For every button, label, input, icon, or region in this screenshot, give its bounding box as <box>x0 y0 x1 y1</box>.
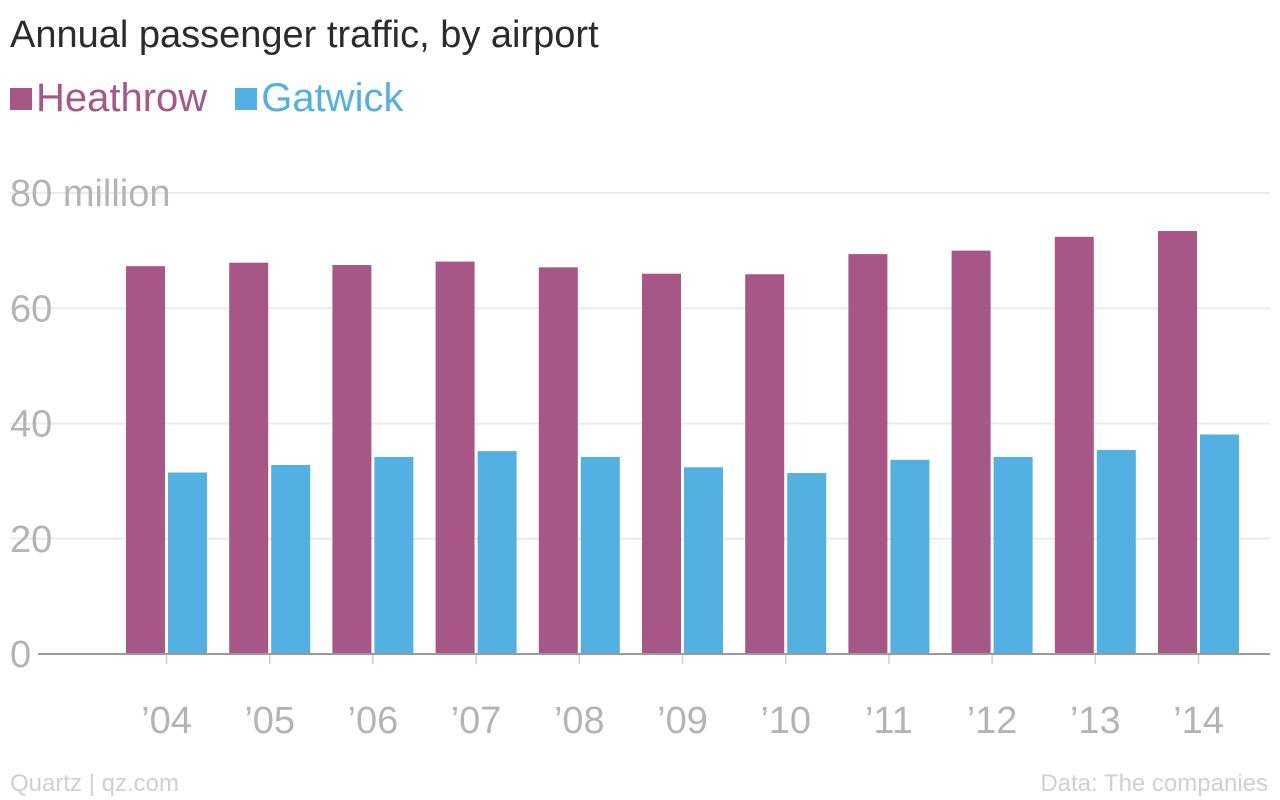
bar-heathrow-3 <box>435 261 475 654</box>
bar-heathrow-1 <box>229 262 269 654</box>
bar-gatwick-1 <box>271 464 311 654</box>
bar-gatwick-9 <box>1096 450 1136 654</box>
y-tick-label: 0 <box>10 634 31 676</box>
legend-label-heathrow: Heathrow <box>36 76 208 120</box>
y-tick-label: 20 <box>10 519 52 561</box>
legend-swatch-gatwick <box>235 87 258 110</box>
bar-gatwick-3 <box>477 451 517 654</box>
bar-gatwick-5 <box>684 467 723 654</box>
x-tick-label: ’11 <box>865 700 913 742</box>
x-tick-label: ’10 <box>760 700 811 742</box>
x-tick-label: ’14 <box>1173 700 1224 742</box>
x-tick-label: ’07 <box>451 700 502 742</box>
data-source: Data: The companies <box>1040 770 1268 797</box>
x-tick-label: ’09 <box>657 700 708 742</box>
x-tick-label: ’12 <box>967 700 1018 742</box>
chart-title: Annual passenger traffic, by airport <box>10 14 599 56</box>
bar-gatwick-7 <box>890 459 930 654</box>
x-tick-label: ’04 <box>141 700 192 742</box>
bar-gatwick-2 <box>374 456 414 654</box>
x-tick-label: ’08 <box>554 700 605 742</box>
bar-heathrow-2 <box>332 265 372 654</box>
bar-gatwick-4 <box>580 456 620 654</box>
bar-heathrow-10 <box>1158 231 1197 654</box>
x-tick-label: ’05 <box>244 700 295 742</box>
legend-swatch-heathrow <box>10 87 32 110</box>
legend-item-gatwick: Gatwick <box>235 76 403 121</box>
bar-heathrow-7 <box>848 254 888 654</box>
source-credit: Quartz | qz.com <box>10 770 179 797</box>
bar-heathrow-4 <box>538 267 578 654</box>
bar-gatwick-10 <box>1200 434 1239 654</box>
legend-label-gatwick: Gatwick <box>261 76 404 120</box>
bar-gatwick-0 <box>168 472 207 654</box>
x-tick-label: ’13 <box>1070 700 1121 742</box>
legend: Heathrow Gatwick <box>10 76 431 121</box>
y-tick-label: 40 <box>10 404 52 446</box>
bar-gatwick-8 <box>993 456 1033 654</box>
bar-gatwick-6 <box>787 473 827 654</box>
bar-heathrow-0 <box>126 266 165 654</box>
x-tick-label: ’06 <box>348 700 399 742</box>
bar-heathrow-8 <box>951 250 991 654</box>
legend-item-heathrow: Heathrow <box>10 76 207 121</box>
y-tick-label: 60 <box>10 288 52 330</box>
bar-heathrow-5 <box>642 273 681 654</box>
bar-heathrow-9 <box>1054 236 1094 655</box>
y-tick-label: 80 million <box>10 173 171 215</box>
bar-heathrow-6 <box>745 274 785 654</box>
